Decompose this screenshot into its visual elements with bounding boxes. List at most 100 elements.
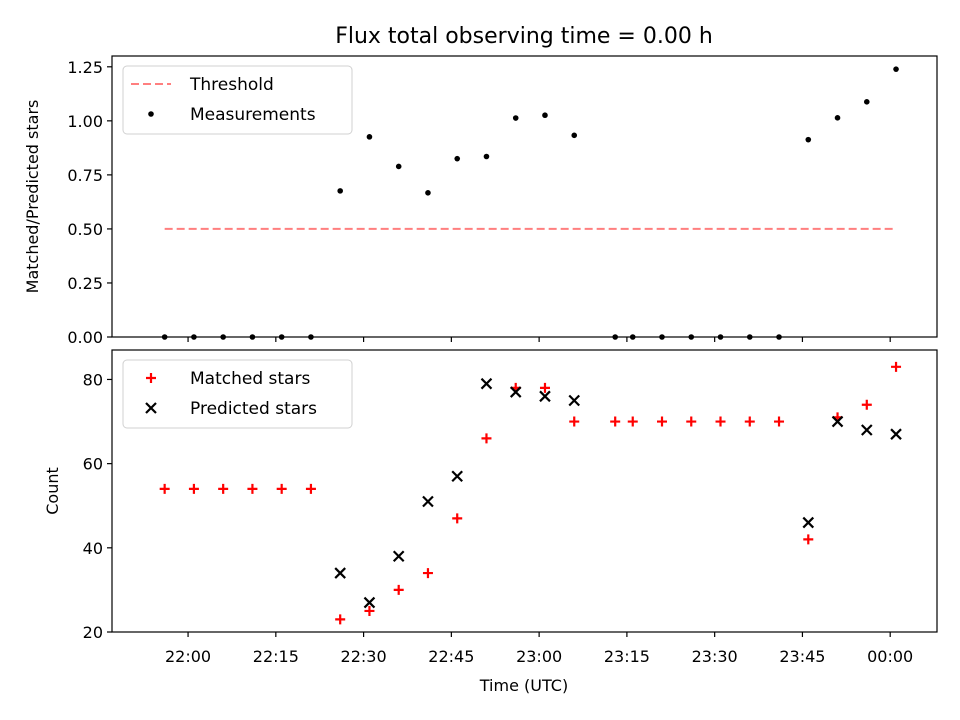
legend-label: Measurements	[190, 105, 316, 125]
chart-title: Flux total observing time = 0.00 h	[335, 24, 713, 49]
data-point	[512, 115, 519, 121]
data-point	[308, 334, 314, 340]
data-point	[452, 513, 463, 524]
data-point	[161, 334, 168, 340]
data-point	[395, 163, 402, 170]
x-tick-label: 22:30	[341, 647, 387, 666]
data-point	[803, 534, 814, 545]
data-point	[276, 483, 287, 494]
y-tick-label: 20	[83, 623, 103, 642]
axes-frame	[111, 55, 938, 338]
data-point	[863, 99, 870, 105]
data-point	[861, 424, 873, 436]
data-point	[451, 470, 463, 483]
y-tick-label: 80	[83, 370, 103, 389]
data-point	[249, 334, 256, 340]
x-tick-label: 22:00	[165, 647, 211, 666]
x-tick-label: 23:00	[516, 647, 562, 666]
y-axis-title: Count	[43, 467, 62, 515]
y-tick-label: 1.00	[67, 112, 103, 131]
legend-box	[122, 359, 353, 429]
series-predicted-stars	[334, 377, 902, 609]
data-point	[247, 483, 258, 494]
data-point	[715, 416, 726, 427]
data-point	[364, 605, 375, 616]
data-point	[831, 415, 844, 428]
data-point	[627, 416, 638, 427]
data-point	[890, 428, 902, 440]
data-point	[746, 334, 753, 340]
legend-swatch	[146, 373, 156, 383]
data-point	[717, 334, 724, 340]
data-point	[337, 188, 343, 194]
data-point	[425, 190, 431, 196]
data-point	[483, 153, 490, 160]
series-measurements	[161, 66, 899, 340]
data-point	[774, 416, 785, 427]
axes-frame	[111, 349, 938, 633]
data-point	[744, 416, 755, 427]
data-point	[334, 567, 346, 579]
data-point	[422, 495, 434, 508]
data-point	[629, 334, 636, 340]
bottom-panel: 20 40 60 80 22:00 22:15 22:30 22:45 23:00 23:15 23…	[43, 349, 938, 666]
data-point	[220, 334, 226, 340]
data-point	[657, 416, 667, 427]
data-point	[688, 334, 695, 340]
legend-swatch	[148, 111, 154, 117]
data-point	[568, 394, 581, 407]
data-point	[481, 433, 492, 444]
legend-label: Predicted stars	[190, 399, 317, 419]
data-point	[834, 115, 841, 121]
data-point	[571, 132, 578, 139]
data-point	[335, 614, 346, 625]
data-point	[218, 483, 229, 494]
data-point	[422, 568, 433, 579]
x-tick-label: 00:00	[867, 647, 913, 666]
data-point	[542, 112, 548, 119]
data-point	[159, 483, 170, 494]
x-axis-title: Time (UTC)	[479, 676, 568, 695]
data-point	[188, 483, 199, 494]
y-tick-label: 0.50	[67, 220, 103, 239]
data-point	[802, 516, 815, 529]
y-tick-label: 0.25	[67, 274, 103, 293]
data-point	[776, 334, 782, 340]
data-point	[393, 584, 404, 595]
data-point	[305, 483, 316, 494]
x-tick-label: 22:15	[253, 647, 299, 666]
x-tick-label: 23:45	[779, 647, 825, 666]
data-point	[191, 334, 197, 340]
data-point	[366, 134, 373, 140]
data-point	[539, 390, 551, 403]
data-point	[893, 66, 899, 72]
legend-label: Matched stars	[190, 369, 310, 389]
data-point	[392, 550, 405, 563]
data-point	[612, 334, 618, 340]
x-tick-label: 23:15	[604, 647, 650, 666]
y-axis-title: Matched/Predicted stars	[23, 100, 42, 294]
legend-swatch	[145, 402, 157, 414]
data-point	[805, 136, 812, 143]
data-point	[891, 361, 902, 372]
data-point	[686, 416, 697, 427]
top-panel: 0.00 0.25 0.50 0.75 1.00 1.25 Matched/Predicte…	[23, 55, 938, 347]
data-point	[509, 386, 522, 398]
x-tick-label: 22:45	[428, 647, 474, 666]
legend-box	[122, 65, 353, 135]
legend: Threshold Measurements	[122, 65, 353, 135]
data-point	[861, 399, 872, 410]
data-point	[659, 334, 665, 340]
data-point	[363, 596, 376, 609]
data-point	[610, 416, 621, 427]
y-tick-label: 60	[83, 455, 103, 474]
y-tick-label: 0.75	[67, 166, 103, 185]
data-point	[569, 416, 580, 427]
legend-label: Threshold	[189, 75, 274, 95]
data-point	[278, 334, 285, 340]
data-point	[480, 377, 493, 390]
data-point	[454, 155, 461, 162]
legend: Matched stars Predicted stars	[122, 359, 353, 429]
y-tick-label: 1.25	[67, 58, 103, 77]
